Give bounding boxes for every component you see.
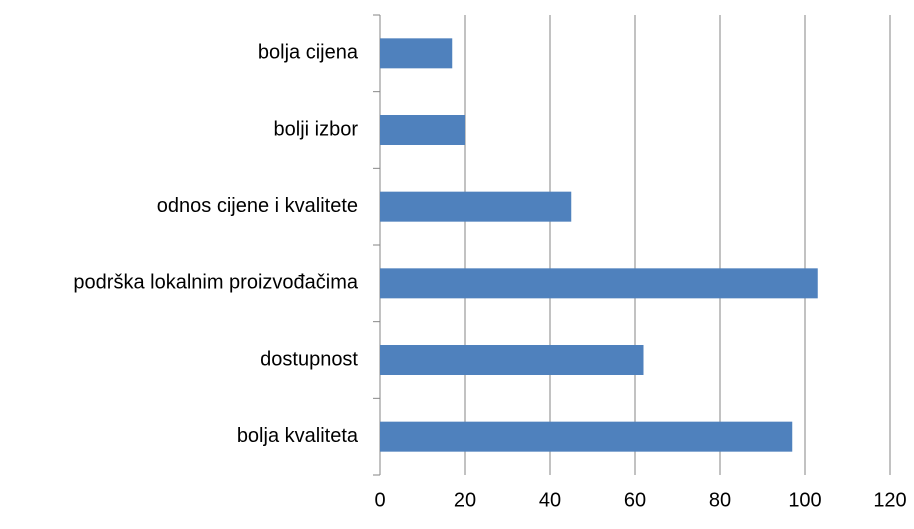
- x-tick-label: 0: [374, 489, 385, 511]
- x-tick-label: 80: [709, 489, 731, 511]
- y-tick-label: podrška lokalnim proizvođačima: [73, 272, 358, 294]
- x-tick-label: 120: [873, 489, 906, 511]
- y-tick-label: bolji izbor: [274, 118, 359, 140]
- x-tick-label: 60: [624, 489, 646, 511]
- bar: [380, 421, 793, 452]
- x-tick-label: 40: [539, 489, 561, 511]
- bar: [380, 268, 818, 299]
- bar: [380, 345, 644, 375]
- bar: [380, 191, 572, 222]
- bar: [380, 38, 453, 69]
- bar: [380, 115, 465, 145]
- y-tick-label: odnos cijene i kvalitete: [157, 195, 358, 217]
- y-tick-label: dostupnost: [260, 348, 358, 370]
- x-tick-label: 100: [788, 489, 821, 511]
- y-tick-label: bolja kvaliteta: [237, 425, 359, 447]
- y-tick-label: bolja cijena: [258, 42, 359, 64]
- x-tick-label: 20: [454, 489, 476, 511]
